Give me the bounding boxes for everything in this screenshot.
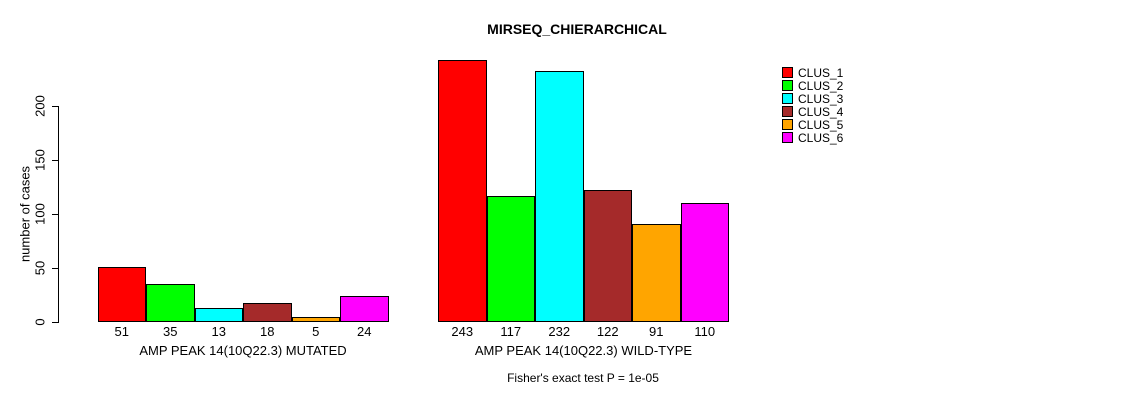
bar-value-label: 122	[596, 324, 619, 339]
legend-swatch-clus_1	[782, 67, 793, 78]
bar-clus_1	[438, 59, 487, 322]
y-axis-tick	[52, 322, 58, 323]
legend-label-clus_4: CLUS_4	[798, 105, 844, 119]
legend-swatch-clus_5	[782, 119, 793, 130]
bar-clus_4	[243, 302, 292, 322]
legend-label-clus_3: CLUS_3	[798, 92, 844, 106]
y-axis-tick	[52, 214, 58, 215]
y-tick-label: 150	[32, 149, 48, 171]
bar-value-label: 35	[163, 324, 178, 339]
bar-clus_5	[632, 223, 681, 322]
bar-value-label: 243	[451, 324, 474, 339]
y-tick-label: 50	[32, 260, 48, 276]
bar-clus_6	[340, 296, 389, 322]
y-axis-tick	[52, 160, 58, 161]
bar-clus_3	[535, 71, 584, 322]
y-axis-label: number of cases	[17, 165, 33, 263]
y-axis-tick	[52, 268, 58, 269]
legend-swatch-clus_6	[782, 132, 793, 143]
y-tick-label: 200	[32, 95, 48, 117]
bar-value-label: 91	[649, 324, 664, 339]
y-tick-label: 0	[32, 318, 48, 326]
legend-swatch-clus_3	[782, 93, 793, 104]
footnote-text: Fisher's exact test P = 1e-05	[507, 371, 659, 385]
legend-label-clus_1: CLUS_1	[798, 66, 844, 80]
bar-value-label: 117	[500, 324, 522, 339]
bar-value-label: 5	[312, 324, 320, 339]
y-axis-tick	[52, 106, 58, 107]
bar-value-label: 24	[357, 324, 372, 339]
y-tick-label: 100	[32, 203, 48, 225]
bar-value-label: 18	[260, 324, 275, 339]
bar-value-label: 13	[211, 324, 226, 339]
bar-clus_4	[583, 190, 632, 322]
bar-value-label: 51	[114, 324, 129, 339]
legend-label-clus_5: CLUS_5	[798, 118, 844, 132]
bar-clus_3	[194, 307, 243, 322]
bar-clus_1	[97, 266, 146, 322]
legend-swatch-clus_4	[782, 106, 793, 117]
bar-value-label: 232	[548, 324, 571, 339]
legend-label-clus_6: CLUS_6	[798, 131, 844, 145]
x-group-label: AMP PEAK 14(10Q22.3) WILD-TYPE	[474, 343, 693, 358]
bar-clus_2	[146, 284, 195, 322]
bar-clus_2	[486, 195, 535, 322]
y-axis-line	[58, 106, 59, 323]
chart-title: MIRSEQ_CHIERARCHICAL	[487, 21, 667, 37]
bar-clus_6	[680, 203, 729, 322]
bar-value-label: 110	[694, 324, 716, 339]
x-group-label: AMP PEAK 14(10Q22.3) MUTATED	[139, 343, 347, 358]
bar-clus_5	[291, 316, 340, 322]
legend-label-clus_2: CLUS_2	[798, 79, 844, 93]
legend-swatch-clus_2	[782, 80, 793, 91]
